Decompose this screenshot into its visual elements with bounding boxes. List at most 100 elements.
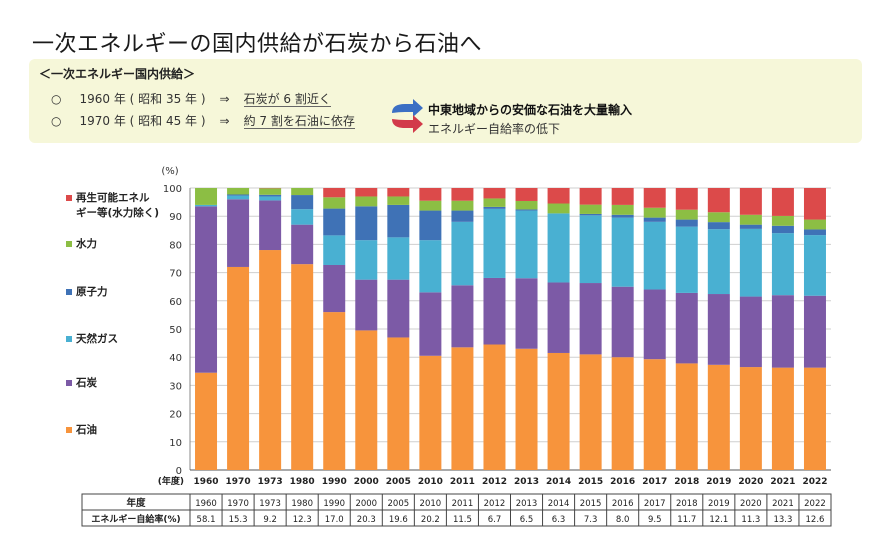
bar-segment [419, 200, 442, 211]
table-cell-self-sufficiency: 8.0 [616, 515, 630, 525]
table-cell-self-sufficiency: 12.6 [806, 515, 825, 525]
bar-segment [387, 337, 410, 470]
bar-segment [355, 188, 378, 197]
bar-segment [771, 215, 794, 226]
x-tick-label: 2014 [546, 477, 571, 487]
y-tick-label: 60 [169, 297, 182, 308]
legend-label: 石油 [75, 423, 97, 436]
legend-label: 原子力 [76, 285, 108, 298]
bar-segment [675, 226, 698, 293]
bar-segment [387, 237, 410, 280]
bar-segment [355, 279, 378, 331]
bar-segment [579, 215, 602, 284]
x-tick-label: 1990 [322, 477, 347, 487]
table-header-self-sufficiency: エネルギー自給率(%) [91, 513, 180, 525]
bar-segment [547, 282, 570, 353]
bar-segment [707, 188, 730, 213]
x-tick-label: 2010 [418, 477, 443, 487]
table-cell-self-sufficiency: 11.7 [677, 515, 696, 525]
x-tick-label: 2022 [802, 477, 827, 487]
bar-segment [675, 219, 698, 227]
x-tick-label: 2000 [354, 477, 379, 487]
bar-segment [227, 199, 250, 267]
bar-segment [707, 229, 730, 295]
table-cell-self-sufficiency: 13.3 [773, 515, 792, 525]
bar-segment [259, 188, 282, 195]
legend-label: 石炭 [75, 376, 97, 389]
bar-segment [515, 209, 538, 211]
bar-segment [227, 195, 250, 200]
bar-segment [451, 347, 474, 470]
bar-segment [771, 295, 794, 368]
bar-segment [323, 208, 346, 236]
bar-segment [387, 279, 410, 338]
bar-segment [579, 188, 602, 205]
bar-segment [291, 209, 314, 225]
table-cell-year: 2010 [420, 499, 442, 509]
bar-segment [771, 233, 794, 296]
table-cell-year: 1980 [291, 499, 313, 509]
bar-segment [291, 264, 314, 470]
summary-share: 約 7 割を石油に依存 [243, 114, 355, 129]
bar-segment [707, 212, 730, 223]
table-cell-self-sufficiency: 11.5 [453, 515, 472, 525]
x-unit-label: (年度) [158, 475, 184, 487]
table-cell-year: 1990 [323, 499, 345, 509]
table-cell-self-sufficiency: 6.7 [488, 515, 502, 525]
bar-segment [803, 367, 826, 470]
bar-segment [771, 367, 794, 470]
bar-segment [451, 221, 474, 286]
legend-label: 再生可能エネル [76, 191, 150, 204]
summary-year: 1960 年 ( 昭和 35 年 ) [79, 92, 206, 106]
table-cell-self-sufficiency: 12.1 [709, 515, 728, 525]
legend-swatch [66, 241, 72, 247]
x-tick-label: 1960 [193, 477, 218, 487]
bar-segment [643, 289, 666, 360]
x-tick-label: 2019 [706, 477, 731, 487]
table-cell-year: 2021 [772, 499, 794, 509]
summary-year: 1970 年 ( 昭和 45 年 ) [79, 114, 206, 128]
legend-swatch [66, 427, 72, 433]
bar-segment [803, 295, 826, 368]
bar-segment [483, 277, 506, 345]
bar-segment [611, 357, 634, 470]
y-unit-label: (%) [161, 166, 178, 177]
bar-segment [643, 207, 666, 218]
x-tick-label: 1973 [258, 477, 283, 487]
table-cell-year: 2014 [548, 499, 570, 509]
bar-segment [451, 285, 474, 348]
bar-segment [355, 206, 378, 241]
bar-segment [355, 196, 378, 207]
bar-segment [739, 188, 762, 215]
x-tick-label: 2016 [610, 477, 635, 487]
table-cell-year: 1960 [195, 499, 217, 509]
table-cell-self-sufficiency: 11.3 [741, 515, 760, 525]
bullet-icon: ○ [51, 92, 62, 106]
bar-segment [323, 264, 346, 313]
bar-segment [323, 235, 346, 265]
bar-segment [611, 286, 634, 358]
bar-segment [739, 224, 762, 229]
bar-segment [803, 235, 826, 296]
bar-segment [483, 198, 506, 207]
bar-segment [451, 200, 474, 211]
x-tick-label: 2018 [674, 477, 699, 487]
table-cell-self-sufficiency: 17.0 [325, 515, 344, 525]
table-cell-self-sufficiency: 20.2 [421, 515, 440, 525]
summary-box: ＜一次エネルギー国内供給＞ ○ 1960 年 ( 昭和 35 年 ) ⇒ 石炭が 6 … [29, 59, 862, 143]
y-tick-label: 70 [169, 269, 182, 280]
bar-segment [739, 228, 762, 297]
bar-segment [707, 364, 730, 470]
bar-segment [227, 194, 250, 196]
bar-segment [291, 224, 314, 265]
bar-segment [483, 206, 506, 209]
table-cell-year: 2019 [708, 499, 730, 509]
bar-segment [387, 196, 410, 205]
table-cell-self-sufficiency: 19.6 [389, 515, 408, 525]
table-cell-year: 1970 [227, 499, 249, 509]
y-tick-label: 30 [169, 381, 182, 392]
table-cell-year: 1973 [259, 499, 281, 509]
y-tick-label: 90 [169, 212, 182, 223]
table-cell-year: 2011 [452, 499, 474, 509]
legend-label: 水力 [75, 237, 97, 250]
